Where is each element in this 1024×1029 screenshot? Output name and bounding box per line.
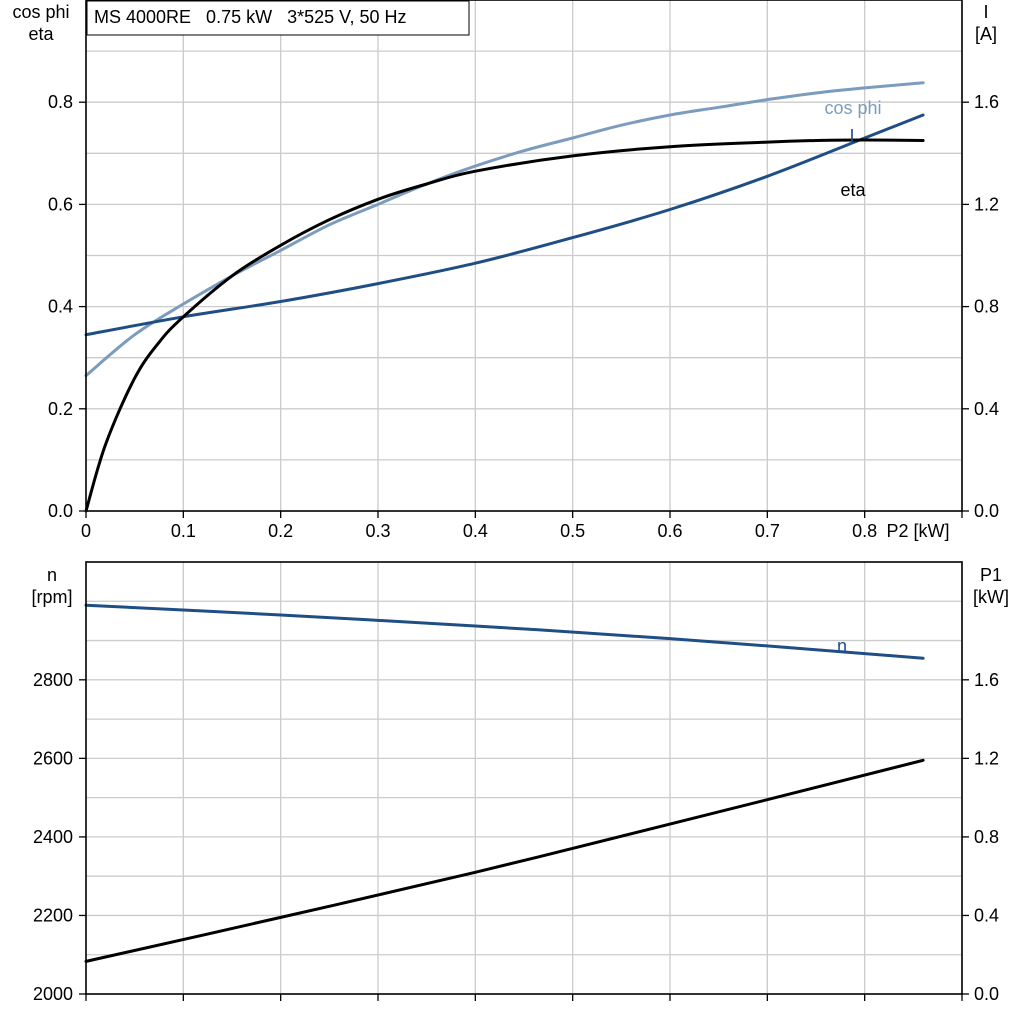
top-right-tick-label: 0.4 xyxy=(974,399,999,419)
top-left-tick-label: 0.4 xyxy=(48,297,73,317)
top-panel-curves xyxy=(84,81,925,513)
top-right-tick-label: 1.2 xyxy=(974,194,999,214)
top-right-axis-label-line2: [A] xyxy=(975,24,997,44)
bottom-curve-n xyxy=(84,603,925,660)
bottom-left-tick-label: 2800 xyxy=(33,670,73,690)
series-label-current: I xyxy=(849,126,854,146)
top-panel-grid xyxy=(86,0,963,511)
top-left-tick-label: 0.6 xyxy=(48,194,73,214)
bottom-right-tick-label: 1.6 xyxy=(974,670,999,690)
bottom-curve-series-1 xyxy=(84,758,925,963)
x-tick-label: 0.2 xyxy=(268,521,293,541)
top-panel-axes: 0.0 0.2 0.4 0.6 0.8 0.0 0.4 0.8 1.2 1.6 0 0.1 0.2 0.3… xyxy=(48,92,999,541)
chart-title-box: MS 4000RE 0.75 kW 3*525 V, 50 Hz xyxy=(86,0,470,36)
top-curve-eta xyxy=(84,138,925,513)
top-left-tick-label: 0.0 xyxy=(48,501,73,521)
bottom-left-tick-label: 2000 xyxy=(33,984,73,1004)
top-panel-frame xyxy=(85,0,963,512)
bottom-left-axis-label-line2: [rpm] xyxy=(31,587,72,607)
bottom-left-tick-label: 2200 xyxy=(33,905,73,925)
x-tick-label: 0.4 xyxy=(463,521,488,541)
title-box-border xyxy=(86,0,470,36)
top-left-tick-label: 0.8 xyxy=(48,92,73,112)
bottom-panel-curves xyxy=(84,603,925,963)
bottom-right-axis-label-line1: P1 xyxy=(980,565,1002,585)
bottom-right-axis-label-line2: [kW] xyxy=(973,587,1009,607)
bottom-right-tick-label: 0.4 xyxy=(974,905,999,925)
top-left-axis-label-line2: eta xyxy=(28,24,54,44)
bottom-right-tick-label: 0.0 xyxy=(974,984,999,1004)
x-tick-label: 0.8 xyxy=(852,521,877,541)
x-tick-label: 0.1 xyxy=(171,521,196,541)
bottom-panel-frame xyxy=(85,561,963,995)
x-tick-label: 0.3 xyxy=(365,521,390,541)
x-tick-label: 0 xyxy=(81,521,91,541)
top-left-axis-label-line1: cos phi xyxy=(12,2,69,22)
bottom-panel-grid xyxy=(86,562,963,994)
top-curve-i xyxy=(84,113,925,337)
bottom-left-axis-label-line1: n xyxy=(47,565,57,585)
x-tick-label: 0.5 xyxy=(560,521,585,541)
bottom-left-tick-label: 2400 xyxy=(33,827,73,847)
series-label-eta: eta xyxy=(840,180,866,200)
bottom-right-tick-label: 0.8 xyxy=(974,827,999,847)
x-tick-label: 0.6 xyxy=(657,521,682,541)
x-tick-label: 0.7 xyxy=(755,521,780,541)
top-right-tick-label: 1.6 xyxy=(974,92,999,112)
x-axis-label: P2 [kW] xyxy=(886,521,949,541)
top-right-tick-label: 0.8 xyxy=(974,297,999,317)
top-curve-cos-phi xyxy=(84,81,925,378)
bottom-left-tick-label: 2600 xyxy=(33,748,73,768)
series-label-cos-phi: cos phi xyxy=(824,98,881,118)
top-right-tick-label: 0.0 xyxy=(974,501,999,521)
top-right-axis-label-line1: I xyxy=(983,2,988,22)
top-left-tick-label: 0.2 xyxy=(48,399,73,419)
series-label-speed: n xyxy=(837,636,847,656)
bottom-panel-axes: 2000 2200 2400 2600 2800 0.0 0.4 0.8 1.2 1.6 xyxy=(33,670,999,1004)
bottom-right-tick-label: 1.2 xyxy=(974,748,999,768)
chart-title: MS 4000RE 0.75 kW 3*525 V, 50 Hz xyxy=(94,7,407,27)
